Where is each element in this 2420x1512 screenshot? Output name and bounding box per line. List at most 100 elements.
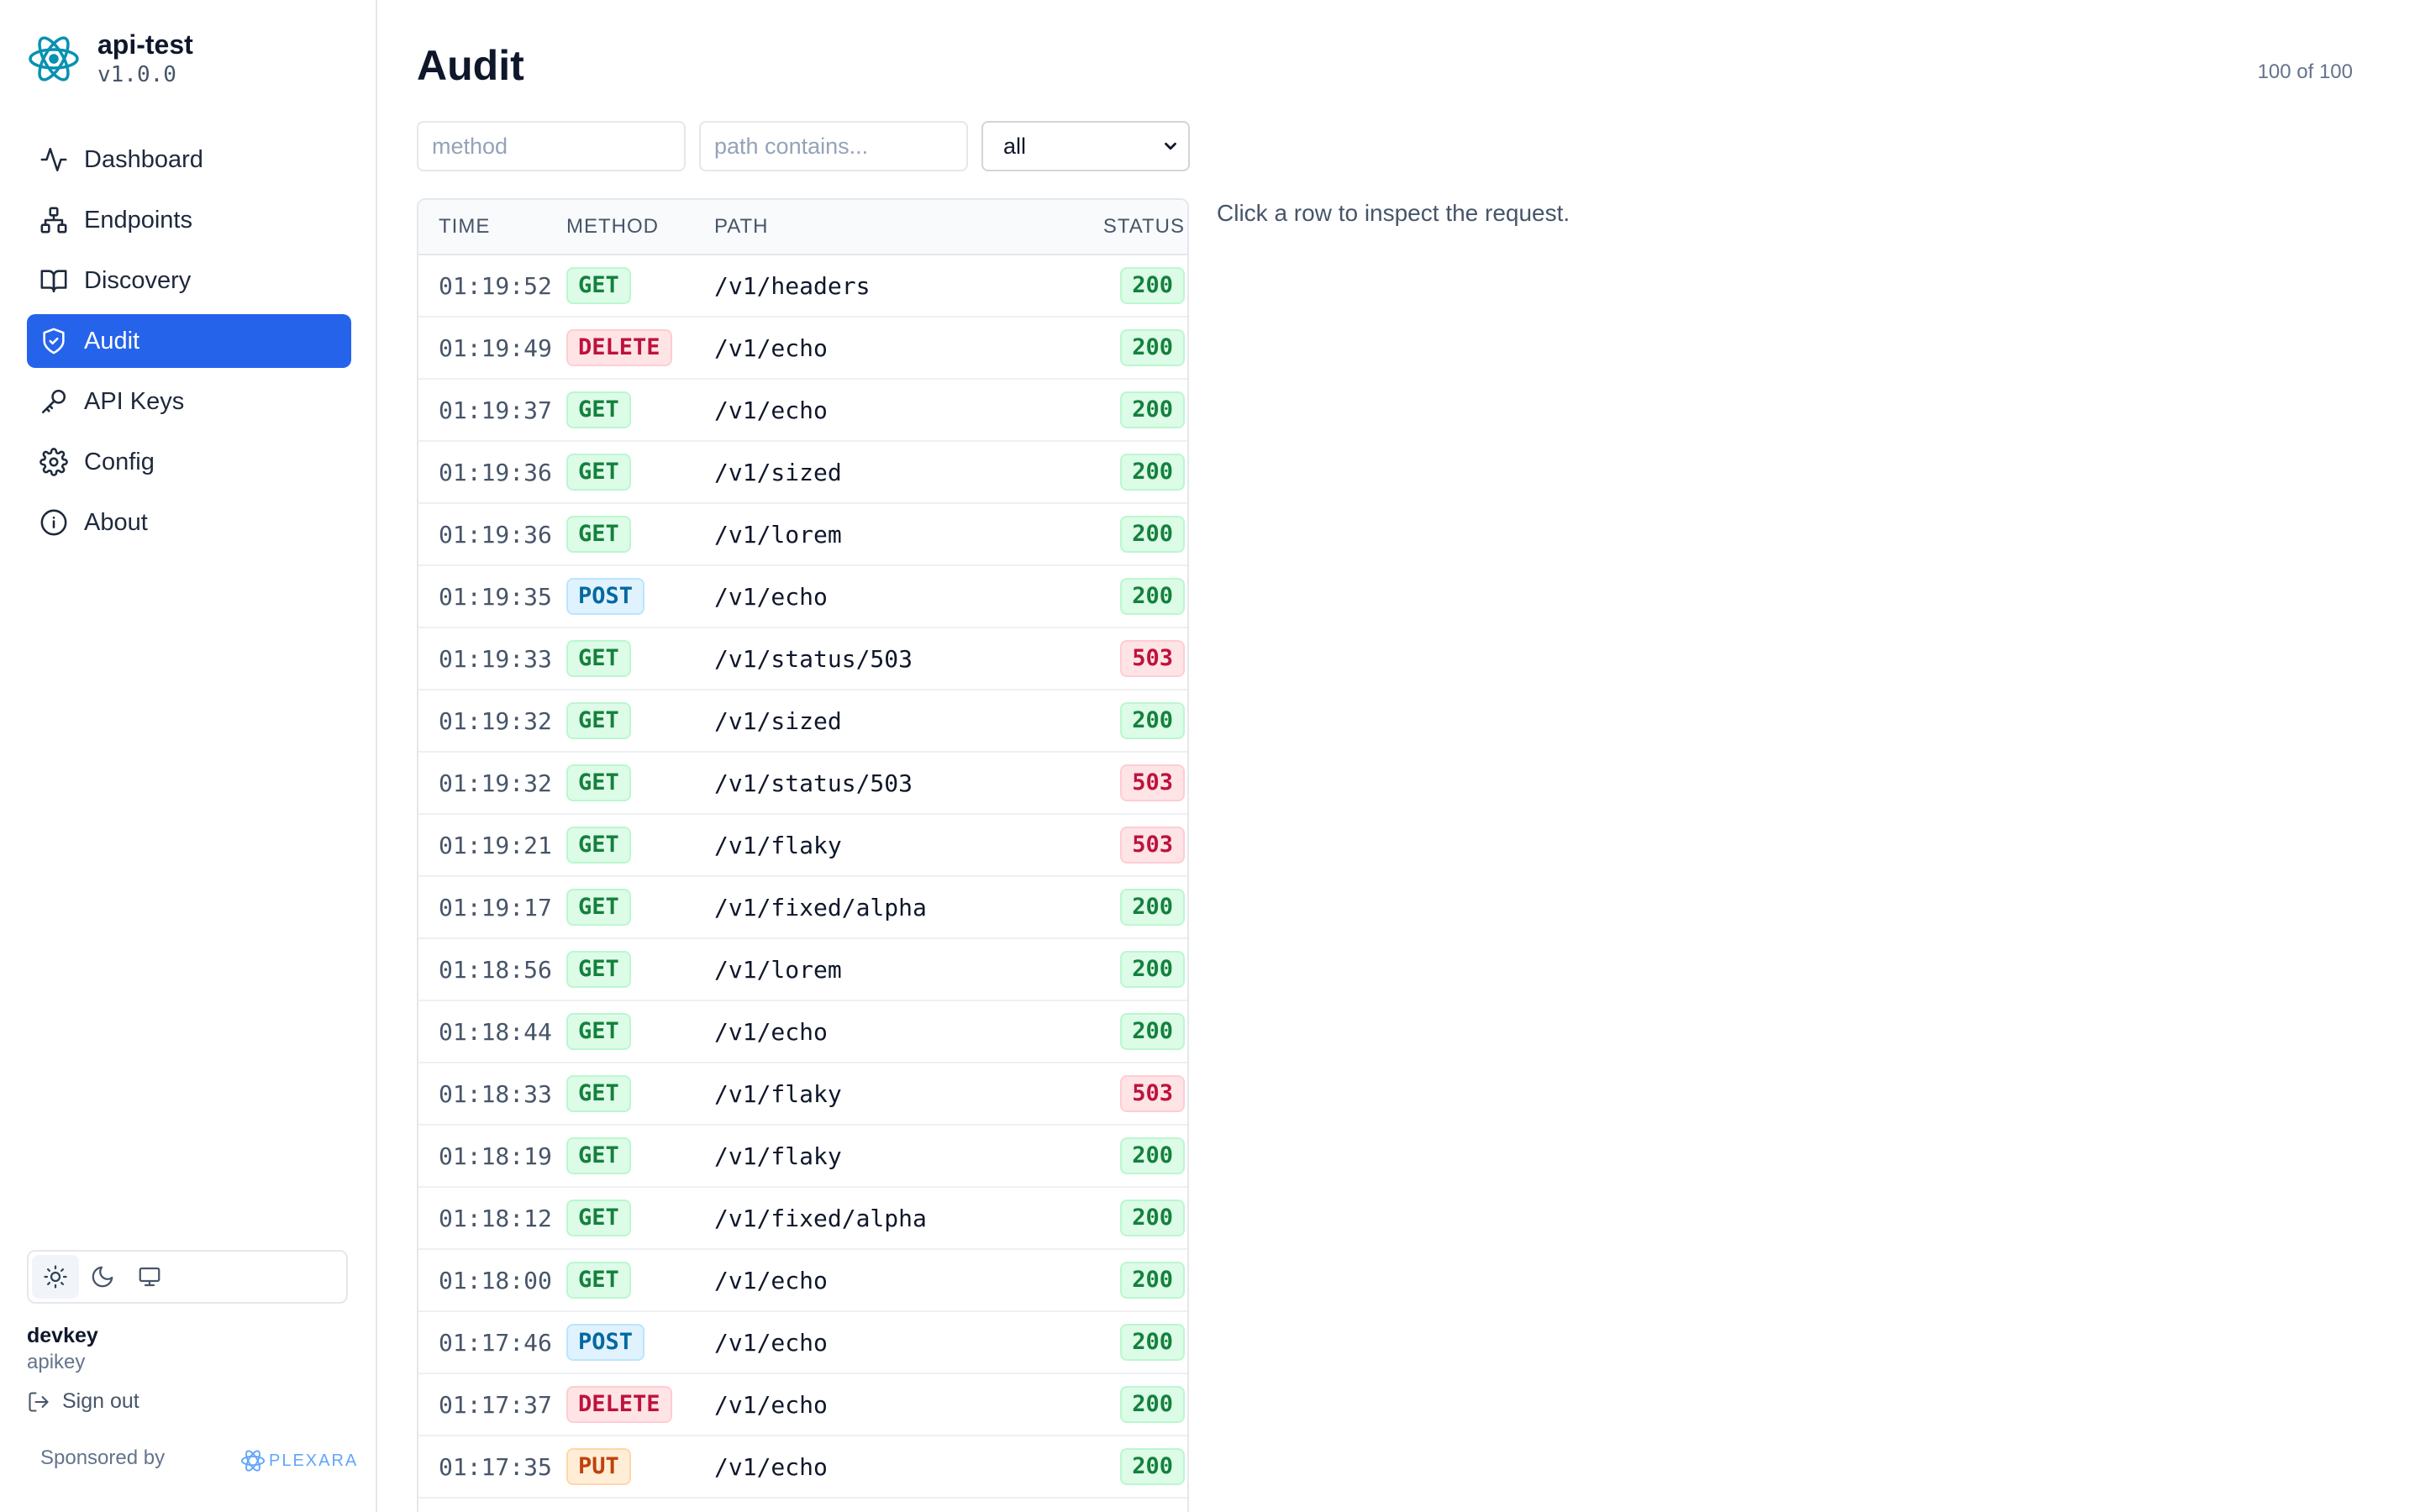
row-method-cell: GET	[566, 827, 714, 864]
table-row[interactable]: 01:19:17 GET/v1/fixed/alpha 200	[418, 877, 1187, 939]
theme-light-button[interactable]	[32, 1255, 79, 1299]
method-badge: POST	[566, 578, 645, 615]
status-filter-select[interactable]: all	[981, 121, 1190, 171]
row-status-cell: 200	[1084, 454, 1185, 491]
page-title: Audit	[417, 42, 524, 89]
table-row[interactable]: 01:19:36 GET/v1/sized 200	[418, 442, 1187, 504]
status-badge: 200	[1120, 516, 1185, 553]
row-path: /v1/fixed/alpha	[714, 1204, 927, 1232]
status-badge: 200	[1120, 1448, 1185, 1485]
row-status-cell: 200	[1084, 702, 1185, 739]
app-name: api-test	[97, 29, 193, 60]
table-row[interactable]: 01:18:33 GET/v1/flaky 503	[418, 1063, 1187, 1126]
method-badge: GET	[566, 1262, 631, 1299]
table-row[interactable]: 01:18:19 GET/v1/flaky 200	[418, 1126, 1187, 1188]
info-icon	[39, 507, 69, 538]
table-row[interactable]: 01:19:21 GET/v1/flaky 503	[418, 815, 1187, 877]
status-badge: 200	[1120, 1386, 1185, 1423]
table-row[interactable]: 01:19:32 GET/v1/status/503 503	[418, 753, 1187, 815]
sidebar-item-endpoints[interactable]: Endpoints	[27, 193, 351, 247]
sidebar-item-label: Dashboard	[84, 145, 203, 173]
row-method-cell: POST	[566, 1324, 714, 1361]
row-time: 01:19:32	[439, 769, 552, 797]
row-time: 01:19:36	[439, 458, 552, 486]
header-time[interactable]: TIME	[439, 215, 491, 238]
row-path: /v1/sized	[714, 458, 842, 486]
row-path: /v1/sized	[714, 706, 842, 735]
sidebar-item-audit[interactable]: Audit	[27, 314, 351, 368]
sidebar-item-about[interactable]: About	[27, 496, 351, 549]
sidebar-item-label: About	[84, 508, 148, 536]
sidebar-item-discovery[interactable]: Discovery	[27, 254, 351, 307]
table-row[interactable]: 01:17:46 POST/v1/echo 200	[418, 1312, 1187, 1374]
table-row[interactable]: 01:19:52 GET/v1/headers 200	[418, 255, 1187, 318]
row-path: /v1/echo	[714, 1390, 828, 1419]
activity-icon	[39, 144, 69, 175]
method-badge: GET	[566, 951, 631, 988]
table-row[interactable]: 01:19:35 POST/v1/echo 200	[418, 566, 1187, 628]
method-badge: PUT	[566, 1448, 631, 1485]
result-count: 100 of 100	[2257, 60, 2353, 83]
header-method[interactable]: METHOD	[566, 215, 659, 238]
table-row[interactable]: 01:18:12 GET/v1/fixed/alpha 200	[418, 1188, 1187, 1250]
row-status-cell: 503	[1084, 764, 1185, 801]
row-method-cell: GET	[566, 267, 714, 304]
moon-icon	[92, 1266, 113, 1288]
table-row[interactable]: 01:18:44 GET/v1/echo 200	[418, 1001, 1187, 1063]
table-row[interactable]: 01:19:36 GET/v1/lorem 200	[418, 504, 1187, 566]
path-filter-input[interactable]	[699, 121, 968, 171]
table-row[interactable]: 01:17:37 DELETE/v1/echo 200	[418, 1374, 1187, 1436]
row-method-cell: DELETE	[566, 329, 714, 366]
method-badge: DELETE	[566, 1386, 672, 1423]
status-badge: 200	[1120, 578, 1185, 615]
row-time: 01:19:52	[439, 271, 552, 300]
sidebar-item-api-keys[interactable]: API Keys	[27, 375, 351, 428]
theme-dark-button[interactable]	[79, 1255, 126, 1299]
theme-system-button[interactable]	[126, 1255, 173, 1299]
app-version: v1.0.0	[97, 62, 176, 87]
sidebar-item-config[interactable]: Config	[27, 435, 351, 489]
row-method-cell: GET	[566, 1013, 714, 1050]
sponsor-brand: PLEXARA	[269, 1451, 359, 1470]
status-badge: 200	[1120, 454, 1185, 491]
row-path: /v1/echo	[714, 396, 828, 424]
table-header: TIME METHOD PATH STATUS	[418, 200, 1187, 255]
sidebar-item-dashboard[interactable]: Dashboard	[27, 133, 351, 186]
sponsor-link[interactable]: PLEXARA	[240, 1448, 358, 1473]
header-path[interactable]: PATH	[714, 215, 769, 238]
status-badge: 200	[1120, 1137, 1185, 1174]
method-badge: GET	[566, 391, 631, 428]
table-row[interactable]: 01:18:00 GET/v1/echo 200	[418, 1250, 1187, 1312]
table-row[interactable]: 01:17:35 PUT/v1/echo 200	[418, 1436, 1187, 1499]
row-time: 01:19:32	[439, 706, 552, 735]
row-status-cell: 503	[1084, 1075, 1185, 1112]
row-status-cell: 503	[1084, 640, 1185, 677]
row-status-cell: 200	[1084, 951, 1185, 988]
method-filter-input[interactable]	[417, 121, 686, 171]
table-row[interactable]: 01:19:32 GET/v1/sized 200	[418, 690, 1187, 753]
method-badge: GET	[566, 267, 631, 304]
sign-out-button[interactable]: Sign out	[27, 1389, 139, 1414]
status-badge: 200	[1120, 702, 1185, 739]
table-row[interactable]: 01:18:56 GET/v1/lorem 200	[418, 939, 1187, 1001]
header-status[interactable]: STATUS	[1102, 215, 1185, 238]
row-status-cell: 200	[1084, 889, 1185, 926]
sitemap-icon	[39, 205, 69, 235]
brand[interactable]: api-test v1.0.0	[27, 29, 193, 89]
logo-icon	[27, 32, 81, 86]
method-badge: GET	[566, 640, 631, 677]
status-badge: 200	[1120, 1324, 1185, 1361]
sidebar-item-label: Discovery	[84, 266, 192, 294]
table-row[interactable]: 01:19:33 GET/v1/status/503 503	[418, 628, 1187, 690]
row-time: 01:19:49	[439, 333, 552, 362]
table-row[interactable]: 01:19:49 DELETE/v1/echo 200	[418, 318, 1187, 380]
chevron-down-icon	[1165, 142, 1176, 150]
row-time: 01:19:21	[439, 831, 552, 859]
table-row[interactable]: 01:19:37 GET/v1/echo 200	[418, 380, 1187, 442]
row-path: /v1/headers	[714, 271, 871, 300]
sign-out-icon	[29, 1391, 49, 1412]
status-badge: 200	[1120, 951, 1185, 988]
row-time: 01:18:56	[439, 955, 552, 984]
row-status-cell: 200	[1084, 267, 1185, 304]
row-status-cell: 200	[1084, 329, 1185, 366]
